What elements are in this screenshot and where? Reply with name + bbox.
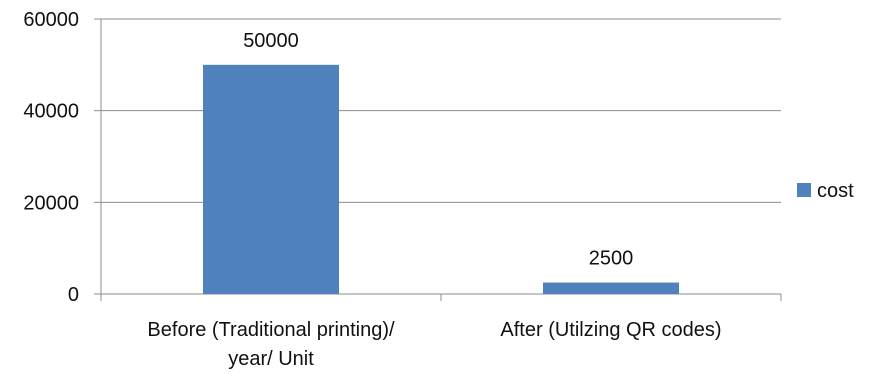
bars: [203, 64, 679, 294]
data-labels: 50000 2500: [243, 30, 633, 270]
data-label: 2500: [589, 248, 634, 270]
category-labels: Before (Traditional printing)/ year/ Unit…: [147, 319, 721, 370]
bar: [543, 282, 679, 294]
y-tick-label: 0: [68, 284, 79, 306]
bar: [203, 64, 339, 294]
y-tick-label: 40000: [23, 101, 79, 123]
y-tick-label: 20000: [23, 192, 79, 214]
y-tick-label: 60000: [23, 9, 79, 31]
y-tick-labels: 0 20000 40000 60000: [23, 9, 79, 306]
axes: [94, 18, 782, 301]
category-label: year/ Unit: [228, 348, 314, 370]
legend-label-cost: cost: [817, 180, 854, 202]
category-label: Before (Traditional printing)/: [147, 319, 395, 341]
category-label: After (Utilzing QR codes): [500, 319, 721, 341]
legend: cost: [797, 180, 854, 202]
legend-swatch-cost: [797, 183, 811, 197]
data-label: 50000: [243, 30, 299, 52]
